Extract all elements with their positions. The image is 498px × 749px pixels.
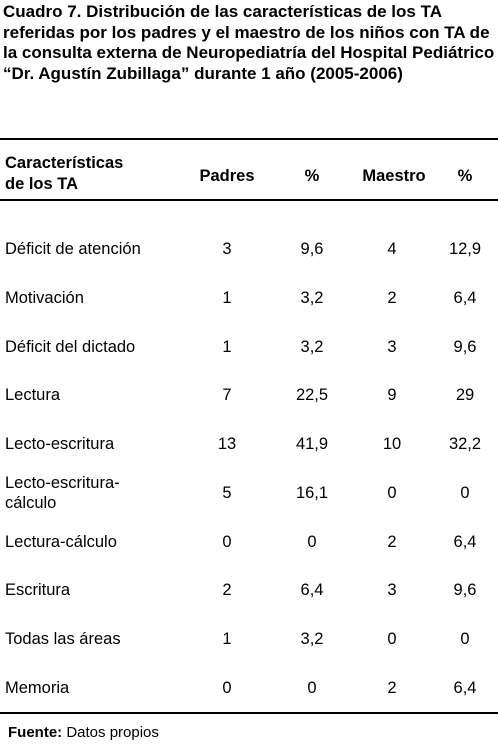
cell-pct-padres: 3,2 [300,338,324,356]
source-text: Datos propios [62,724,159,741]
cell-padres: 2 [222,581,232,599]
header-pct-padres: % [304,167,320,185]
cell-pct-maestro: 6,4 [453,679,477,697]
header-pct-maestro: % [457,167,473,185]
cell-pct-padres: 0 [307,533,317,551]
row-label: Todas las áreas [5,630,121,648]
row-label-line2: cálculo [5,494,57,512]
cell-pct-padres: 41,9 [295,435,329,453]
cell-padres: 3 [222,240,232,258]
row-label: Motivación [5,289,84,307]
cell-pct-maestro: 32,2 [448,435,482,453]
cell-pct-maestro: 6,4 [453,289,477,307]
cell-padres: 0 [222,533,232,551]
header-caracteristicas-line1: Características [5,154,124,172]
top-rule [0,138,498,140]
cell-maestro: 3 [387,581,397,599]
row-label: Escritura [5,581,71,599]
cell-pct-maestro: 29 [455,386,475,404]
row-label: Déficit de atención [5,240,141,258]
cell-padres: 1 [222,289,232,307]
bottom-rule [0,712,498,714]
cell-pct-padres: 9,6 [300,240,324,258]
cell-padres: 13 [217,435,237,453]
cell-maestro: 4 [387,240,397,258]
cell-pct-maestro: 9,6 [453,338,477,356]
cell-padres: 1 [222,630,232,648]
row-label: Lectura [5,386,61,404]
header-caracteristicas-line2: de los TA [5,175,79,193]
cell-maestro: 2 [387,533,397,551]
cell-maestro: 0 [387,630,397,648]
cell-pct-padres: 3,2 [300,630,324,648]
row-label: Memoria [5,679,70,697]
cell-pct-maestro: 12,9 [448,240,482,258]
cell-maestro: 3 [387,338,397,356]
cell-pct-maestro: 0 [460,630,470,648]
cell-pct-maestro: 0 [460,484,470,502]
cell-maestro: 2 [387,289,397,307]
source-label: Fuente: [8,724,63,741]
cell-pct-padres: 22,5 [295,386,329,404]
table-source: Fuente: Datos propios [8,724,159,741]
header-maestro: Maestro [362,167,426,185]
cell-padres: 0 [222,679,232,697]
header-caracteristicas: Características de los TA [5,153,195,195]
cell-pct-maestro: 6,4 [453,533,477,551]
cell-maestro: 10 [382,435,402,453]
row-label: Lectura-cálculo [5,533,117,551]
row-label: Lecto-escritura [5,435,115,453]
cell-padres: 5 [222,484,232,502]
row-label-line1: Lecto-escritura- [5,474,120,492]
cell-maestro: 0 [387,484,397,502]
header-rule [0,199,498,201]
cell-maestro: 2 [387,679,397,697]
cell-pct-padres: 6,4 [300,581,324,599]
cell-pct-padres: 16,1 [295,484,329,502]
row-label: Lecto-escritura- cálculo [5,473,195,513]
cell-padres: 7 [222,386,232,404]
row-label: Déficit del dictado [5,338,136,356]
cell-pct-padres: 3,2 [300,289,324,307]
cell-maestro: 9 [387,386,397,404]
cell-pct-padres: 0 [307,679,317,697]
table-caption: Cuadro 7. Distribución de las caracterís… [3,2,495,83]
cell-padres: 1 [222,338,232,356]
header-padres: Padres [199,167,255,185]
cell-pct-maestro: 9,6 [453,581,477,599]
